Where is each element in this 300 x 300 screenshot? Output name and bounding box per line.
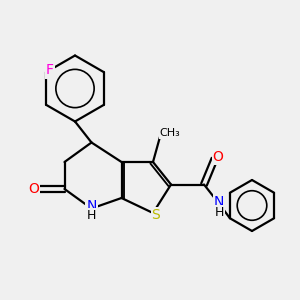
Text: O: O [213, 150, 224, 164]
Text: O: O [28, 182, 39, 196]
Text: N: N [214, 196, 224, 209]
Text: S: S [152, 208, 160, 222]
Text: H: H [87, 208, 96, 222]
Text: N: N [86, 199, 97, 212]
Text: F: F [46, 64, 54, 77]
Text: CH₃: CH₃ [160, 128, 181, 139]
Text: H: H [214, 206, 224, 219]
